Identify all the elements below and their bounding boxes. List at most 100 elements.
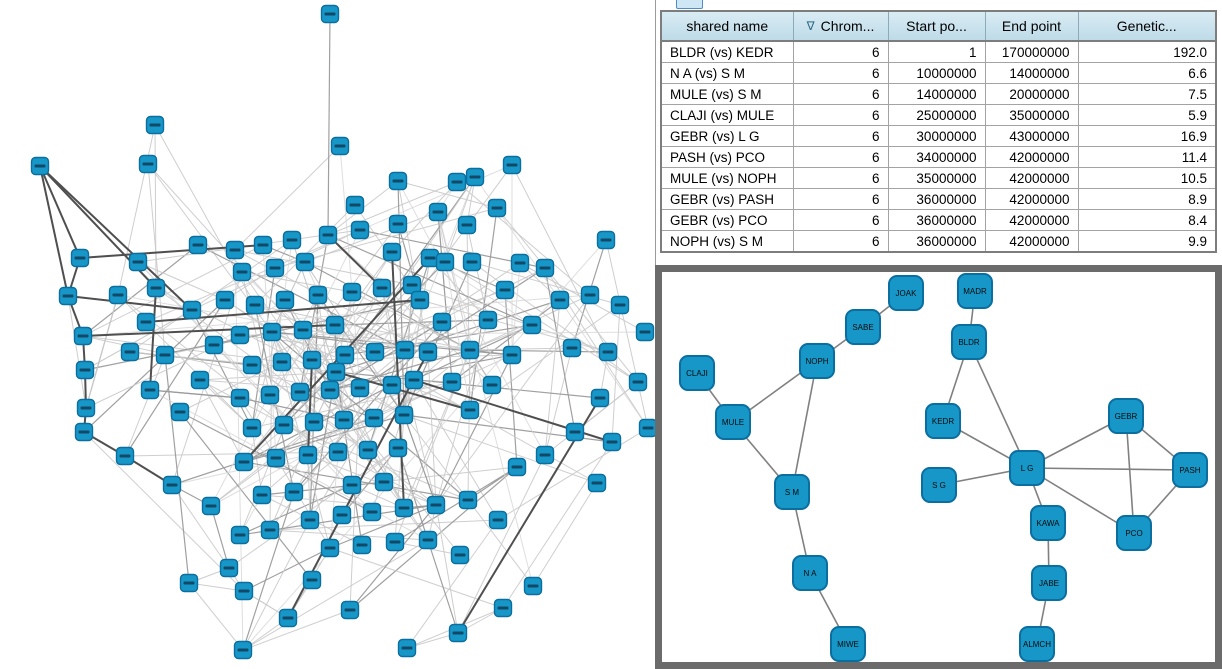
graph-node[interactable] bbox=[242, 355, 262, 375]
graph-node[interactable] bbox=[300, 510, 320, 530]
graph-node[interactable] bbox=[522, 315, 542, 335]
graph-edge[interactable] bbox=[309, 384, 393, 521]
graph-edge[interactable] bbox=[435, 504, 459, 634]
graph-edge[interactable] bbox=[154, 124, 157, 289]
graph-edge[interactable] bbox=[137, 261, 226, 301]
graph-node[interactable] bbox=[278, 608, 298, 628]
node-CLAJI[interactable]: CLAJI bbox=[679, 355, 715, 391]
graph-node[interactable] bbox=[395, 340, 415, 360]
graph-node[interactable] bbox=[478, 310, 498, 330]
node-PASH[interactable]: PASH bbox=[1172, 452, 1208, 488]
table-cell[interactable]: PASH (vs) PCO bbox=[660, 146, 794, 168]
table-cell[interactable]: 6 bbox=[792, 83, 889, 105]
graph-edge[interactable] bbox=[147, 163, 166, 356]
graph-node[interactable] bbox=[253, 235, 273, 255]
graph-node[interactable] bbox=[382, 375, 402, 395]
graph-edge[interactable] bbox=[67, 295, 87, 409]
graph-edge[interactable] bbox=[251, 364, 437, 506]
graph-edge[interactable] bbox=[149, 389, 429, 541]
graph-edge[interactable] bbox=[262, 244, 277, 459]
graph-node[interactable] bbox=[108, 285, 128, 305]
graph-node[interactable] bbox=[587, 473, 607, 493]
graph-edge[interactable] bbox=[456, 181, 591, 296]
graph-edge[interactable] bbox=[82, 324, 336, 337]
table-cell[interactable]: N A (vs) S M bbox=[660, 62, 794, 84]
table-cell[interactable]: 8.9 bbox=[1077, 188, 1217, 210]
node-PCO[interactable]: PCO bbox=[1116, 515, 1152, 551]
graph-node[interactable] bbox=[590, 388, 610, 408]
table-cell[interactable]: 6 bbox=[792, 125, 889, 147]
graph-node[interactable] bbox=[266, 448, 286, 468]
graph-node[interactable] bbox=[138, 154, 158, 174]
graph-node[interactable] bbox=[352, 535, 372, 555]
graph-node[interactable] bbox=[30, 156, 50, 176]
table-cell[interactable]: NOPH (vs) S M bbox=[660, 230, 794, 253]
graph-node[interactable] bbox=[334, 410, 354, 430]
table-cell[interactable]: 35000000 bbox=[887, 167, 986, 189]
table-cell[interactable]: 6 bbox=[792, 62, 889, 84]
graph-node[interactable] bbox=[234, 452, 254, 472]
graph-edge[interactable] bbox=[234, 145, 341, 251]
graph-node[interactable] bbox=[145, 115, 165, 135]
graph-edge[interactable] bbox=[397, 180, 498, 209]
graph-node[interactable] bbox=[495, 280, 515, 300]
table-row[interactable]: N A (vs) S M 6 10000000 14000000 6.6 bbox=[660, 62, 1217, 84]
scrollbar-thumb[interactable] bbox=[676, 0, 703, 9]
graph-node[interactable] bbox=[448, 623, 468, 643]
graph-node[interactable] bbox=[362, 502, 382, 522]
graph-node[interactable] bbox=[215, 290, 235, 310]
graph-node[interactable] bbox=[332, 505, 352, 525]
graph-edge[interactable] bbox=[67, 295, 193, 311]
graph-edge[interactable] bbox=[413, 379, 499, 521]
graph-edge[interactable] bbox=[243, 287, 383, 463]
graph-edge[interactable] bbox=[403, 414, 598, 484]
graph-edge[interactable] bbox=[82, 244, 199, 337]
graph-edge[interactable] bbox=[427, 351, 437, 506]
table-cell[interactable]: 7.5 bbox=[1077, 83, 1217, 105]
graph-node[interactable] bbox=[457, 215, 477, 235]
network-overview-canvas[interactable] bbox=[0, 0, 655, 669]
graph-node[interactable] bbox=[562, 338, 582, 358]
table-row[interactable]: GEBR (vs) PASH 6 36000000 42000000 8.9 bbox=[660, 188, 1217, 210]
node-JABE[interactable]: JABE bbox=[1031, 565, 1067, 601]
column-header-endpoint[interactable]: End point bbox=[984, 10, 1079, 42]
graph-node[interactable] bbox=[342, 475, 362, 495]
graph-node[interactable] bbox=[275, 290, 295, 310]
graph-node[interactable] bbox=[330, 136, 350, 156]
graph-node[interactable] bbox=[628, 372, 648, 392]
graph-node[interactable] bbox=[284, 482, 304, 502]
table-cell[interactable]: 8.4 bbox=[1077, 209, 1217, 231]
graph-node[interactable] bbox=[565, 422, 585, 442]
graph-node[interactable] bbox=[382, 242, 402, 262]
node-NOPH[interactable]: NOPH bbox=[799, 343, 835, 379]
graph-node[interactable] bbox=[460, 400, 480, 420]
edge-LG-PASH[interactable] bbox=[1026, 467, 1191, 471]
table-cell[interactable]: GEBR (vs) PASH bbox=[660, 188, 794, 210]
graph-node[interactable] bbox=[432, 312, 452, 332]
table-cell[interactable]: 35000000 bbox=[984, 104, 1079, 126]
table-cell[interactable]: GEBR (vs) L G bbox=[660, 125, 794, 147]
graph-node[interactable] bbox=[340, 600, 360, 620]
column-header-genetic[interactable]: Genetic... bbox=[1077, 10, 1217, 42]
graph-node[interactable] bbox=[385, 532, 405, 552]
graph-node[interactable] bbox=[488, 510, 508, 530]
graph-node[interactable] bbox=[219, 558, 239, 578]
graph-edge[interactable] bbox=[327, 181, 458, 236]
table-cell[interactable]: 42000000 bbox=[984, 230, 1079, 253]
network-detail-canvas[interactable]: JOAK SABE NOPH CLAJI MULE S M N A MIWE MADR BLDR K… bbox=[662, 272, 1215, 662]
graph-node[interactable] bbox=[201, 496, 221, 516]
table-row[interactable]: BLDR (vs) KEDR 6 1 170000000 192.0 bbox=[660, 40, 1217, 63]
graph-edge[interactable] bbox=[242, 539, 429, 651]
graph-node[interactable] bbox=[230, 525, 250, 545]
table-row[interactable]: NOPH (vs) S M 6 36000000 42000000 9.9 bbox=[660, 230, 1217, 253]
graph-edge[interactable] bbox=[502, 441, 613, 609]
graph-node[interactable] bbox=[388, 171, 408, 191]
table-cell[interactable]: 36000000 bbox=[887, 188, 986, 210]
graph-edge[interactable] bbox=[403, 261, 473, 416]
node-GEBR[interactable]: GEBR bbox=[1108, 398, 1144, 434]
graph-edge[interactable] bbox=[117, 124, 156, 296]
column-header-startpo[interactable]: Start po... bbox=[887, 10, 986, 42]
filter-funnel-icon[interactable]: ∇ bbox=[806, 19, 815, 33]
graph-edge[interactable] bbox=[497, 427, 649, 521]
table-cell[interactable]: 25000000 bbox=[887, 104, 986, 126]
